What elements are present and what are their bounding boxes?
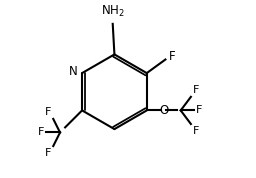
Text: NH$_2$: NH$_2$ <box>101 4 125 19</box>
Text: N: N <box>69 65 78 78</box>
Text: F: F <box>193 126 199 136</box>
Text: F: F <box>196 105 202 115</box>
Text: O: O <box>159 104 168 117</box>
Text: F: F <box>45 148 51 158</box>
Text: F: F <box>38 127 45 137</box>
Text: F: F <box>169 50 175 63</box>
Text: F: F <box>45 107 51 117</box>
Text: F: F <box>193 85 199 95</box>
